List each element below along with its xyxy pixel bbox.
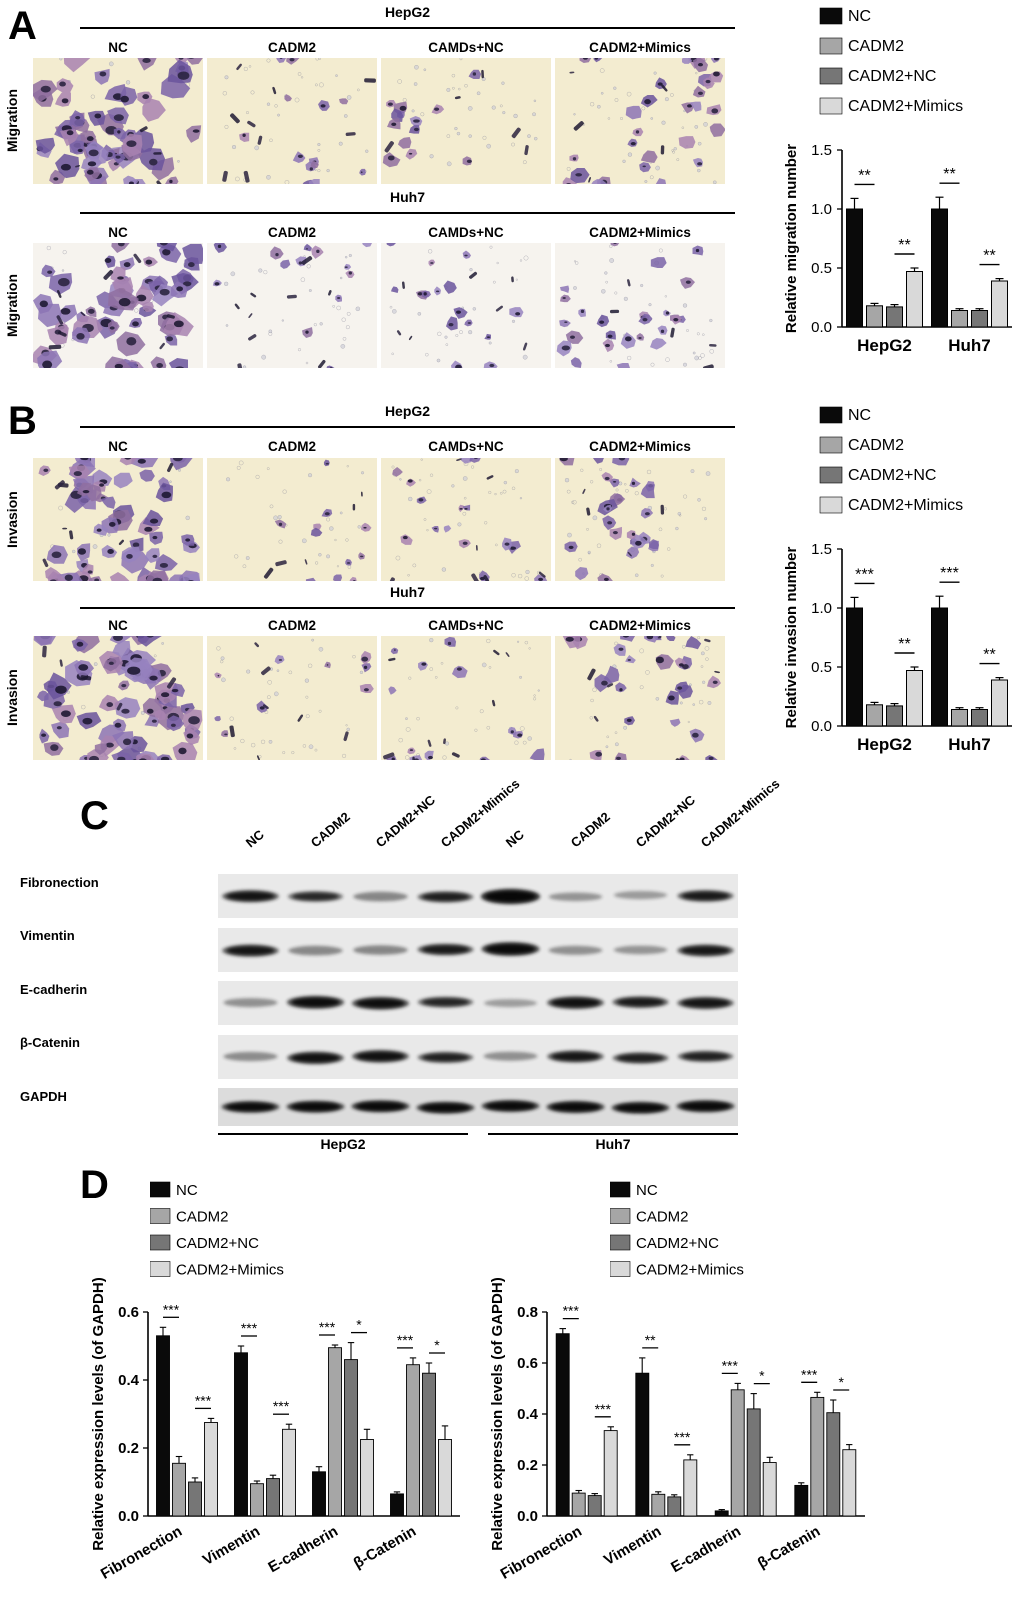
svg-text:**: ** — [898, 636, 910, 653]
svg-text:0.0: 0.0 — [811, 718, 832, 735]
svg-text:1.5: 1.5 — [811, 541, 832, 558]
svg-text:NC: NC — [848, 8, 871, 25]
svg-text:***: *** — [722, 1357, 739, 1373]
svg-text:***: *** — [563, 1303, 580, 1319]
svg-text:Vimentin: Vimentin — [200, 1523, 263, 1569]
svg-text:**: ** — [858, 167, 870, 184]
svg-text:***: *** — [397, 1332, 414, 1348]
svg-text:1.0: 1.0 — [811, 201, 832, 218]
svg-text:0.0: 0.0 — [517, 1508, 538, 1525]
svg-text:CADM2+NC: CADM2+NC — [848, 68, 936, 85]
svg-text:Vimentin: Vimentin — [601, 1523, 664, 1569]
svg-text:***: *** — [940, 565, 959, 582]
svg-text:***: *** — [801, 1366, 818, 1382]
svg-text:Relative expression levels (of: Relative expression levels (of GAPDH) — [92, 1278, 107, 1551]
svg-text:0.6: 0.6 — [118, 1304, 139, 1321]
svg-text:Relative migration number: Relative migration number — [783, 144, 800, 333]
svg-text:CADM2+NC: CADM2+NC — [176, 1235, 259, 1252]
svg-text:Fibronection: Fibronection — [98, 1523, 185, 1583]
svg-text:NC: NC — [636, 1182, 658, 1199]
svg-text:CADM2+Mimics: CADM2+Mimics — [636, 1262, 744, 1279]
svg-text:**: ** — [983, 647, 995, 664]
svg-text:NC: NC — [243, 826, 267, 850]
svg-text:*: * — [838, 1374, 844, 1390]
svg-text:CADM2: CADM2 — [848, 437, 904, 454]
svg-text:CADM2+Mimics: CADM2+Mimics — [848, 497, 963, 514]
svg-text:CADM2+Mimics: CADM2+Mimics — [698, 776, 783, 850]
svg-text:Relative invasion number: Relative invasion number — [783, 546, 800, 728]
svg-text:CADM2+NC: CADM2+NC — [636, 1235, 719, 1252]
svg-text:1.5: 1.5 — [811, 142, 832, 159]
svg-text:HepG2: HepG2 — [857, 735, 912, 754]
svg-text:CADM2+Mimics: CADM2+Mimics — [176, 1262, 284, 1279]
svg-text:0.2: 0.2 — [517, 1457, 538, 1474]
svg-text:*: * — [759, 1368, 765, 1384]
svg-text:***: *** — [595, 1401, 612, 1417]
svg-text:β-Catenin: β-Catenin — [755, 1523, 823, 1572]
svg-text:Relative expression levels (of: Relative expression levels (of GAPDH) — [491, 1278, 506, 1551]
svg-text:***: *** — [855, 566, 874, 583]
svg-text:NC: NC — [176, 1182, 198, 1199]
svg-text:**: ** — [943, 166, 955, 183]
svg-text:**: ** — [898, 237, 910, 254]
svg-text:0.0: 0.0 — [118, 1508, 139, 1525]
svg-text:Huh7: Huh7 — [948, 336, 991, 355]
svg-text:0.4: 0.4 — [517, 1406, 539, 1423]
svg-text:0.6: 0.6 — [517, 1355, 538, 1372]
svg-text:***: *** — [273, 1398, 290, 1414]
svg-text:***: *** — [163, 1301, 180, 1317]
svg-text:***: *** — [241, 1320, 258, 1336]
svg-text:NC: NC — [503, 826, 527, 850]
svg-text:Fibronection: Fibronection — [498, 1523, 585, 1583]
svg-text:Huh7: Huh7 — [948, 735, 991, 754]
svg-text:***: *** — [195, 1392, 212, 1408]
svg-text:0.5: 0.5 — [811, 260, 832, 277]
svg-text:0.5: 0.5 — [811, 659, 832, 676]
svg-text:*: * — [356, 1317, 362, 1333]
svg-text:1.0: 1.0 — [811, 600, 832, 617]
svg-text:β-Catenin: β-Catenin — [351, 1523, 419, 1572]
svg-text:**: ** — [645, 1332, 656, 1348]
svg-text:CADM2: CADM2 — [848, 38, 904, 55]
svg-text:HepG2: HepG2 — [857, 336, 912, 355]
svg-text:***: *** — [319, 1319, 336, 1335]
svg-text:CADM2: CADM2 — [176, 1209, 229, 1226]
svg-text:NC: NC — [848, 407, 871, 424]
svg-text:CADM2: CADM2 — [568, 809, 613, 850]
svg-text:**: ** — [983, 248, 995, 265]
svg-text:E-cadherin: E-cadherin — [265, 1523, 341, 1576]
svg-text:0.8: 0.8 — [517, 1304, 538, 1321]
svg-text:E-cadherin: E-cadherin — [668, 1523, 744, 1576]
svg-text:CADM2+NC: CADM2+NC — [373, 792, 439, 850]
svg-text:CADM2: CADM2 — [636, 1209, 689, 1226]
svg-text:0.4: 0.4 — [118, 1372, 140, 1389]
svg-text:0.2: 0.2 — [118, 1440, 139, 1457]
svg-text:***: *** — [674, 1429, 691, 1445]
svg-text:0.0: 0.0 — [811, 319, 832, 336]
svg-text:*: * — [434, 1337, 440, 1353]
svg-text:CADM2+NC: CADM2+NC — [848, 467, 936, 484]
svg-text:CADM2+Mimics: CADM2+Mimics — [848, 98, 963, 115]
svg-text:CADM2+NC: CADM2+NC — [633, 792, 699, 850]
svg-text:CADM2: CADM2 — [308, 809, 353, 850]
